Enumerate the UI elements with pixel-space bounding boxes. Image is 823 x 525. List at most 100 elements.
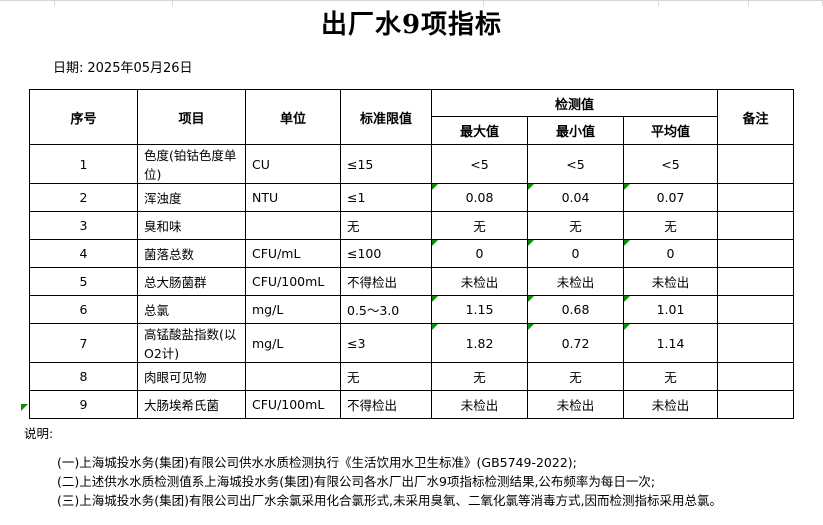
- cell-unit: CFU/mL: [245, 239, 341, 268]
- column-header-min: 最小值: [527, 116, 624, 145]
- cell-avg: 1.01: [622, 295, 719, 324]
- cell-note: [717, 183, 795, 212]
- table-header: 序号 项目 单位 标准限值 检测值 备注 最大值 最小值 平均值: [29, 89, 795, 145]
- cell-item: 菌落总数: [137, 239, 246, 268]
- table-row: 3 臭和味无无无无: [29, 211, 795, 240]
- cell-max: 1.82: [431, 323, 528, 363]
- cell-avg: 未检出: [622, 267, 719, 296]
- column-header-unit: 单位: [245, 89, 341, 145]
- cell-item: 肉眼可见物: [137, 362, 246, 391]
- cell-item: 浑浊度: [137, 183, 246, 212]
- cell-index: 6: [29, 295, 138, 324]
- cell-unit: CFU/100mL: [245, 390, 341, 419]
- cell-item: 总氯: [137, 295, 246, 324]
- table-row: 6 总氯 mg/L 0.5～3.0 1.15 0.68 1.01: [29, 295, 795, 324]
- cell-avg: 1.14: [622, 323, 719, 363]
- cell-note: [717, 295, 795, 324]
- water-quality-table: 序号 项目 单位 标准限值 检测值 备注 最大值 最小值 平均值 1 色度(铂钴色…: [29, 89, 795, 419]
- column-header-item: 项目: [137, 89, 246, 145]
- cell-note: [717, 239, 795, 268]
- table-body: 1 色度(铂钴色度单位) CU ≤15 <5 <5 <5 2 浑浊度 NTU ≤1 0.08 0.04 0…: [29, 144, 795, 419]
- cell-min: 无: [527, 211, 624, 240]
- table-row: 5 总大肠菌群 CFU/100mL 不得检出 未检出 未检出 未检出: [29, 267, 795, 296]
- cell-max: 未检出: [431, 390, 528, 419]
- cell-max: 未检出: [431, 267, 528, 296]
- cell-avg: 无: [622, 211, 719, 240]
- cell-avg: 无: [622, 362, 719, 391]
- cell-min: 未检出: [527, 390, 624, 419]
- table-row: 4 菌落总数 CFU/mL ≤100 0 0 0: [29, 239, 795, 268]
- cell-min: 未检出: [527, 267, 624, 296]
- note-line: (一)上海城投水务(集团)有限公司供水水质检测执行《生活饮用水卫生标准》(GB5…: [57, 455, 577, 470]
- cell-note: [717, 267, 795, 296]
- cell-note: [717, 390, 795, 419]
- cell-index: 9: [29, 390, 138, 419]
- report-date: 日期: 2025年05月26日: [53, 60, 193, 78]
- note-line: (二)上述供水水质检测值系上海城投水务(集团)有限公司各水厂出厂水9项指标检测结…: [57, 474, 656, 489]
- cell-index: 1: [29, 144, 138, 184]
- cell-item: 色度(铂钴色度单位): [137, 144, 246, 184]
- cell-unit: CU: [245, 144, 341, 184]
- cell-index: 5: [29, 267, 138, 296]
- cell-limit: 0.5～3.0: [340, 295, 432, 324]
- table-row: 8 肉眼可见物无无无无: [29, 362, 795, 391]
- cell-note: [717, 362, 795, 391]
- cell-min: 无: [527, 362, 624, 391]
- note-line: (三)上海城投水务(集团)有限公司出厂水余氯采用化合氯形式,未采用臭氧、二氧化氯…: [57, 493, 722, 508]
- column-header-index: 序号: [29, 89, 138, 145]
- cell-limit: ≤15: [340, 144, 432, 184]
- cell-unit: CFU/100mL: [245, 267, 341, 296]
- spreadsheet-column-gridlines: [0, 0, 823, 6]
- cell-limit: 不得检出: [340, 267, 432, 296]
- cell-limit: ≤3: [340, 323, 432, 363]
- cell-item: 臭和味: [137, 211, 246, 240]
- cell-max: 1.15: [431, 295, 528, 324]
- cell-min: 0.72: [527, 323, 624, 363]
- report-date-label: 日期:: [53, 61, 84, 76]
- notes-section: 说明: (一)上海城投水务(集团)有限公司供水水质检测执行《生活饮用水卫生标准》…: [24, 424, 823, 510]
- cell-index: 7: [29, 323, 138, 363]
- table-row: 2 浑浊度 NTU ≤1 0.08 0.04 0.07: [29, 183, 795, 212]
- column-header-max: 最大值: [431, 116, 528, 145]
- cell-index: 3: [29, 211, 138, 240]
- cell-unit: NTU: [245, 183, 341, 212]
- table-row: 9 大肠埃希氏菌 CFU/100mL 不得检出 未检出 未检出 未检出: [29, 390, 795, 419]
- cell-item: 高锰酸盐指数(以O2计): [137, 323, 246, 363]
- cell-limit: 无: [340, 211, 432, 240]
- cell-min: 0: [527, 239, 624, 268]
- cell-limit: ≤1: [340, 183, 432, 212]
- column-header-avg: 平均值: [622, 116, 719, 145]
- column-header-measured-group: 检测值: [430, 89, 719, 117]
- cell-note: [717, 323, 795, 363]
- cell-index: 4: [29, 239, 138, 268]
- notes-list: (一)上海城投水务(集团)有限公司供水水质检测执行《生活饮用水卫生标准》(GB5…: [24, 453, 823, 510]
- cell-unit: [245, 211, 341, 240]
- page-title: 出厂水9项指标: [320, 10, 503, 40]
- cell-max: 0: [431, 239, 528, 268]
- cell-index: 2: [29, 183, 138, 212]
- cell-unit: [245, 362, 341, 391]
- cell-index: 8: [29, 362, 138, 391]
- cell-item: 大肠埃希氏菌: [137, 390, 246, 419]
- cell-avg: 0.07: [622, 183, 719, 212]
- cell-unit: mg/L: [245, 323, 341, 363]
- column-header-limit: 标准限值: [340, 89, 432, 145]
- cell-limit: 不得检出: [340, 390, 432, 419]
- table-row: 7 高锰酸盐指数(以O2计) mg/L ≤3 1.82 0.72 1.14: [29, 323, 795, 363]
- cell-note: [717, 144, 795, 184]
- cell-min: <5: [527, 144, 624, 184]
- column-header-note: 备注: [717, 89, 795, 145]
- table-row: 1 色度(铂钴色度单位) CU ≤15 <5 <5 <5: [29, 144, 795, 184]
- cell-avg: 0: [622, 239, 719, 268]
- cell-limit: ≤100: [340, 239, 432, 268]
- cell-min: 0.04: [527, 183, 624, 212]
- cell-note: [717, 211, 795, 240]
- report-date-value: 2025年05月26日: [87, 61, 193, 76]
- cell-max: 无: [431, 362, 528, 391]
- cell-item: 总大肠菌群: [137, 267, 246, 296]
- cell-min: 0.68: [527, 295, 624, 324]
- cell-max: 0.08: [431, 183, 528, 212]
- cell-unit: mg/L: [245, 295, 341, 324]
- cell-avg: <5: [622, 144, 719, 184]
- notes-title: 说明:: [24, 426, 54, 441]
